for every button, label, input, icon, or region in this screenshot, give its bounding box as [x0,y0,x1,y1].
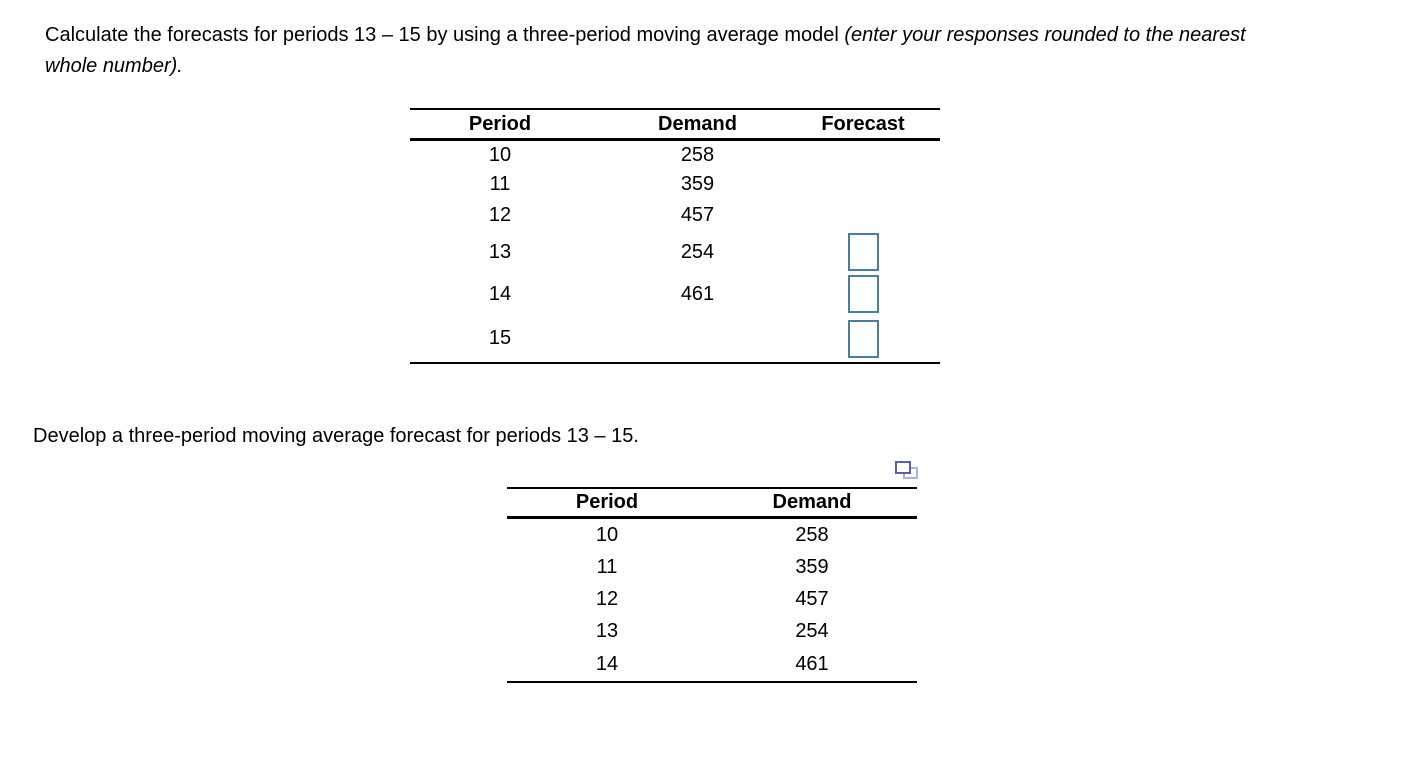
period-cell: 14 [595,653,619,675]
table-row: 14 461 [507,648,917,681]
demand-cell: 457 [795,587,829,610]
table-row: 10 258 [410,141,940,170]
table-row: 14 461 [410,273,940,315]
question-1-text: Calculate the forecasts for periods 13 –… [45,20,1280,82]
col-header-forecast: Forecast [821,112,905,135]
table-row: 11 359 [410,170,940,199]
period-cell: 14 [488,282,512,305]
col-header-period: Period [575,491,639,513]
demand-cell: 461 [680,282,715,305]
period-cell: 11 [596,555,618,578]
forecast-input-period-14[interactable] [847,275,879,313]
table-row: 11 359 [507,551,917,583]
period-cell: 10 [488,144,512,166]
table-row: 12 457 [507,583,917,615]
demand-cell: 461 [795,653,829,675]
forecast-table-header: Period Demand Forecast [410,110,940,141]
question-1-italic: (enter your responses rounded to the nea… [45,24,1246,77]
col-header-demand: Demand [658,112,737,135]
period-cell: 11 [489,173,511,195]
forecast-cell [805,275,940,313]
table-row: 13 254 [410,231,940,273]
col-header-demand: Demand [772,491,852,513]
demand-table: Period Demand 10 258 11 359 12 457 13 25… [507,487,917,683]
demand-cell: 258 [680,144,715,166]
col-header-period: Period [468,112,532,135]
popup-table-icon[interactable] [895,461,919,481]
demand-table-header: Period Demand [507,489,917,519]
period-cell: 12 [488,203,512,226]
period-cell: 13 [488,240,512,263]
period-cell: 13 [595,620,619,642]
period-cell: 12 [595,587,619,610]
popup-icon-front-rect [895,461,911,474]
forecast-cell [805,319,940,358]
table-row: 13 254 [507,615,917,648]
table-row: 15 [410,315,940,362]
demand-cell: 359 [680,173,715,195]
forecast-input-period-15[interactable] [847,319,879,358]
table-row: 10 258 [507,519,917,551]
demand-cell: 254 [680,240,715,263]
forecast-input-period-13[interactable] [847,233,879,271]
demand-cell: 359 [795,555,829,578]
period-cell: 10 [595,523,619,546]
question-2-text: Develop a three-period moving average fo… [33,425,639,447]
demand-cell: 457 [680,203,715,226]
forecast-table: Period Demand Forecast 10 258 11 359 12 … [410,108,940,364]
table-row: 12 457 [410,199,940,231]
forecast-cell [805,233,940,271]
demand-cell: 258 [795,523,829,546]
demand-cell: 254 [795,620,829,642]
question-1-regular: Calculate the forecasts for periods 13 –… [45,24,845,46]
period-cell: 15 [488,327,512,349]
